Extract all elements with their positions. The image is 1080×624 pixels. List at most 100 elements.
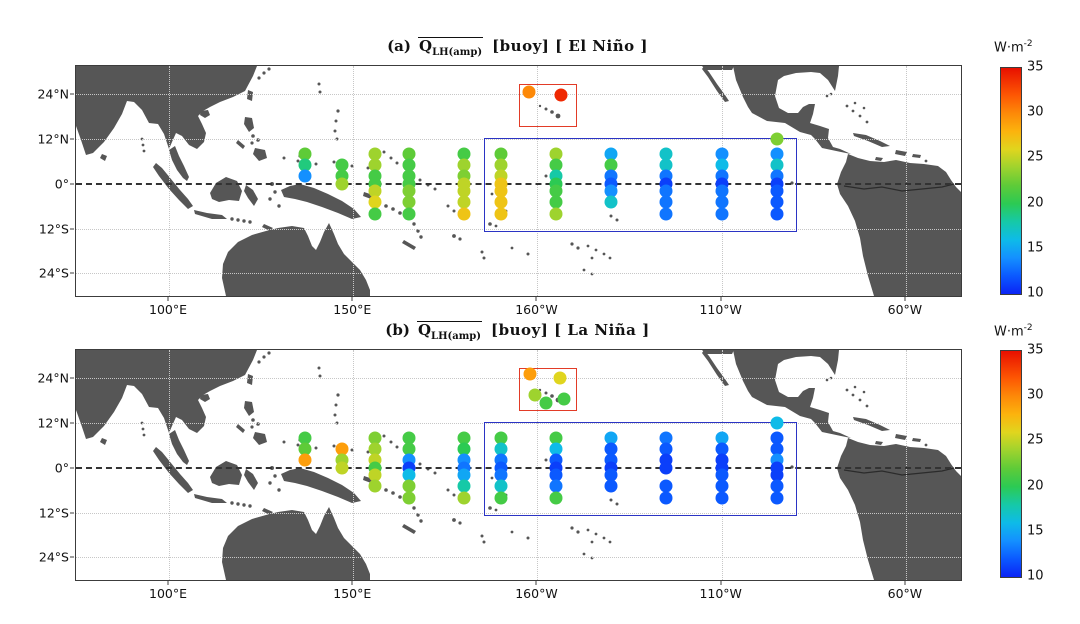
longitude-gridline bbox=[353, 66, 355, 296]
y-axis-tick-mark bbox=[70, 228, 74, 230]
buoy-dot bbox=[770, 442, 784, 456]
buoy-dot bbox=[553, 371, 567, 385]
x-axis-tick-label: 150°E bbox=[333, 586, 372, 601]
hawaii-region-box bbox=[519, 83, 578, 128]
buoy-dot bbox=[770, 468, 784, 482]
buoy-dot bbox=[402, 158, 416, 172]
buoy-dot bbox=[604, 431, 618, 445]
buoy-dot bbox=[715, 442, 729, 456]
latitude-gridline bbox=[76, 378, 961, 380]
buoy-dot bbox=[494, 442, 508, 456]
panel-a-title: (a) QLH(amp) [buoy] [ El Niño ] bbox=[75, 37, 960, 58]
buoy-dot bbox=[715, 207, 729, 221]
colorbar-a bbox=[1000, 67, 1022, 295]
unit-exponent: -2 bbox=[1023, 323, 1033, 333]
colorbar-tick-label: 10 bbox=[1027, 568, 1044, 584]
latitude-gridline bbox=[76, 139, 961, 141]
buoy-dot bbox=[549, 491, 563, 505]
latitude-gridline bbox=[76, 273, 961, 275]
buoy-dot bbox=[715, 468, 729, 482]
buoy-dot bbox=[494, 195, 508, 209]
buoy-dot bbox=[554, 88, 568, 102]
buoy-dot bbox=[604, 158, 618, 172]
colorbar-tick-label: 25 bbox=[1027, 432, 1044, 448]
unit-main: W·m bbox=[994, 324, 1024, 340]
buoy-dot bbox=[298, 442, 312, 456]
y-axis-tick-mark bbox=[70, 556, 74, 558]
colorbar-tick-label: 35 bbox=[1027, 342, 1044, 358]
x-axis-tick-label: 150°E bbox=[333, 302, 372, 317]
panel-a-index: (a) bbox=[387, 37, 411, 55]
buoy-dot bbox=[715, 431, 729, 445]
y-axis-tick-mark bbox=[70, 512, 74, 514]
buoy-dot bbox=[770, 431, 784, 445]
colorbar-a-unit-label: W·m-2 bbox=[994, 39, 1033, 55]
buoy-dot bbox=[298, 147, 312, 161]
buoy-dot bbox=[715, 195, 729, 209]
q-symbol-main: Q bbox=[417, 321, 432, 339]
buoy-dot bbox=[604, 184, 618, 198]
unit-exponent: -2 bbox=[1023, 39, 1033, 49]
buoy-dot bbox=[549, 195, 563, 209]
buoy-dot bbox=[770, 158, 784, 172]
y-axis-tick-label: 24°S bbox=[38, 265, 69, 281]
buoy-dot bbox=[335, 177, 349, 191]
tao-region-box bbox=[484, 422, 797, 517]
x-axis-tick-mark bbox=[720, 581, 722, 585]
x-axis-tick-mark bbox=[167, 581, 169, 585]
colorbar-tick-label: 25 bbox=[1027, 149, 1044, 165]
buoy-dot bbox=[368, 431, 382, 445]
buoy-dot bbox=[549, 147, 563, 161]
buoy-dot bbox=[368, 158, 382, 172]
latitude-gridline bbox=[76, 512, 961, 514]
y-axis-tick-label: 24°N bbox=[37, 370, 69, 386]
colorbar-b bbox=[1000, 350, 1022, 578]
longitude-gridline bbox=[169, 66, 171, 296]
q-lh-amp-symbol: QLH(amp) bbox=[418, 37, 484, 58]
buoy-dot bbox=[770, 491, 784, 505]
buoy-dot bbox=[549, 442, 563, 456]
x-axis-tick-label: 110°W bbox=[699, 586, 742, 601]
buoy-dot bbox=[494, 468, 508, 482]
buoy-dot bbox=[715, 491, 729, 505]
y-axis-tick-mark bbox=[70, 422, 74, 424]
buoy-dot bbox=[457, 442, 471, 456]
buoy-dot bbox=[457, 479, 471, 493]
buoy-dot bbox=[770, 195, 784, 209]
buoy-dot bbox=[770, 132, 784, 146]
buoy-dot bbox=[715, 147, 729, 161]
buoy-dot bbox=[715, 184, 729, 198]
colorbar-tick-label: 15 bbox=[1027, 523, 1044, 539]
latitude-gridline bbox=[76, 557, 961, 559]
x-axis-tick-mark bbox=[351, 581, 353, 585]
buoy-dot bbox=[770, 207, 784, 221]
x-axis-tick-label: 100°E bbox=[149, 302, 188, 317]
colorbar-tick-label: 30 bbox=[1027, 387, 1044, 403]
buoy-dot bbox=[402, 184, 416, 198]
map-panel-a bbox=[75, 65, 962, 297]
colorbar-tick-label: 10 bbox=[1027, 285, 1044, 301]
buoy-dot bbox=[494, 184, 508, 198]
buoy-dot bbox=[402, 491, 416, 505]
x-axis-tick-mark bbox=[351, 297, 353, 301]
buoy-dot bbox=[659, 491, 673, 505]
y-axis-tick-mark bbox=[70, 138, 74, 140]
buoy-dot bbox=[457, 195, 471, 209]
buoy-dot bbox=[368, 147, 382, 161]
longitude-gridline bbox=[905, 66, 907, 296]
longitude-gridline bbox=[169, 350, 171, 580]
x-axis-tick-label: 100°E bbox=[149, 586, 188, 601]
y-axis-tick-label: 0° bbox=[54, 460, 69, 476]
colorbar-tick-label: 35 bbox=[1027, 59, 1044, 75]
buoy-dot bbox=[659, 461, 673, 475]
equator-line bbox=[76, 466, 961, 469]
panel-a-title-suffix: [buoy] [ El Niño ] bbox=[492, 37, 648, 55]
panel-b-index: (b) bbox=[385, 321, 410, 339]
y-axis-tick-mark bbox=[70, 467, 74, 469]
hawaii-region-box bbox=[519, 367, 578, 412]
buoy-dot bbox=[770, 416, 784, 430]
buoy-dot bbox=[528, 388, 542, 402]
buoy-dot bbox=[368, 195, 382, 209]
buoy-dot bbox=[457, 491, 471, 505]
y-axis-tick-mark bbox=[70, 183, 74, 185]
